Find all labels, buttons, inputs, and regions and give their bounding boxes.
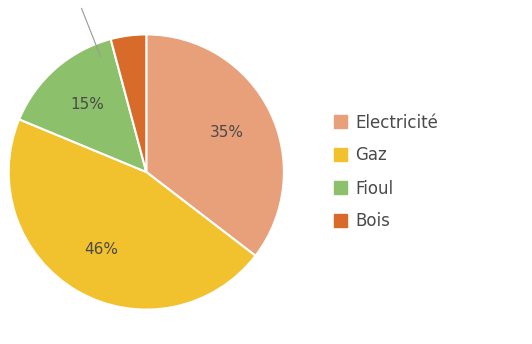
Wedge shape	[111, 34, 146, 172]
Text: 15%: 15%	[70, 97, 104, 112]
Wedge shape	[9, 119, 255, 310]
Wedge shape	[19, 39, 146, 172]
Text: 4%: 4%	[64, 0, 101, 57]
Text: 35%: 35%	[210, 125, 244, 140]
Wedge shape	[146, 34, 284, 256]
Text: 4%: 4%	[0, 343, 1, 344]
Legend: Electricité, Gaz, Fioul, Bois: Electricité, Gaz, Fioul, Bois	[334, 114, 438, 230]
Text: 46%: 46%	[85, 242, 119, 257]
